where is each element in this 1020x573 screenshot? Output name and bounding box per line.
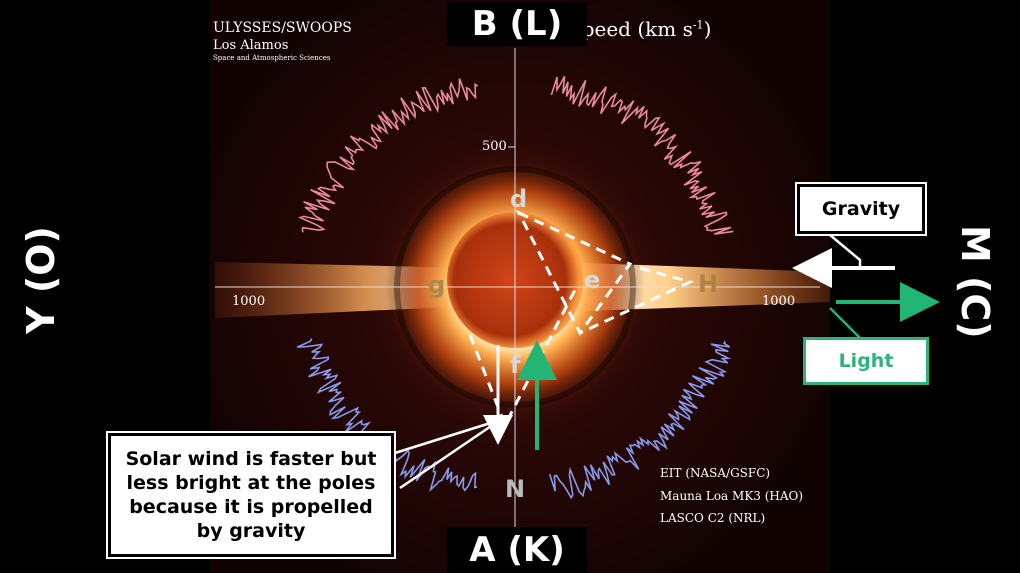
light-box-pointer	[829, 307, 862, 340]
solar-wind-callout: Solar wind is faster but less bright at …	[108, 433, 394, 557]
speed-trace-line	[548, 340, 732, 500]
point-g: g	[428, 271, 446, 299]
tick-label-right-1000: 1000	[762, 294, 796, 309]
credit-eit: EIT (NASA/GSFC)	[660, 466, 771, 480]
gravity-box-pointer	[829, 234, 862, 268]
light-box: Light	[803, 337, 929, 385]
institution: Los Alamos	[213, 38, 289, 53]
speed-trace-red	[297, 75, 734, 235]
credit-mauna-loa: Mauna Loa MK3 (HAO)	[660, 489, 804, 503]
label-bottom: A (K)	[447, 527, 587, 573]
dashed-triangle-upper	[515, 209, 633, 336]
speed-axis-label: Speed (km s-1)	[568, 17, 712, 41]
point-f: f	[510, 351, 521, 379]
department: Space and Atmospheric Sciences	[213, 54, 331, 62]
point-H: H	[698, 270, 719, 298]
speed-trace-line	[550, 75, 734, 235]
speed-trace-line	[296, 338, 478, 492]
tick-label-left-1000: 1000	[232, 294, 266, 309]
label-left: Y (O)	[19, 226, 63, 334]
tick-label-500: 500	[482, 139, 507, 154]
speed-trace-line	[297, 78, 479, 233]
dashed-line-h	[579, 266, 695, 335]
label-right: M (C)	[953, 225, 997, 339]
credit-lasco: LASCO C2 (NRL)	[660, 511, 766, 525]
gravity-box: Gravity	[797, 184, 925, 234]
speed-trace-blue	[296, 338, 732, 500]
point-N: N	[505, 475, 526, 503]
instrument-title: ULYSSES/SWOOPS	[213, 20, 352, 36]
point-d: d	[510, 185, 528, 213]
label-top: B (L)	[447, 2, 587, 46]
point-e: e	[584, 266, 601, 294]
callout-pointer	[394, 418, 501, 490]
